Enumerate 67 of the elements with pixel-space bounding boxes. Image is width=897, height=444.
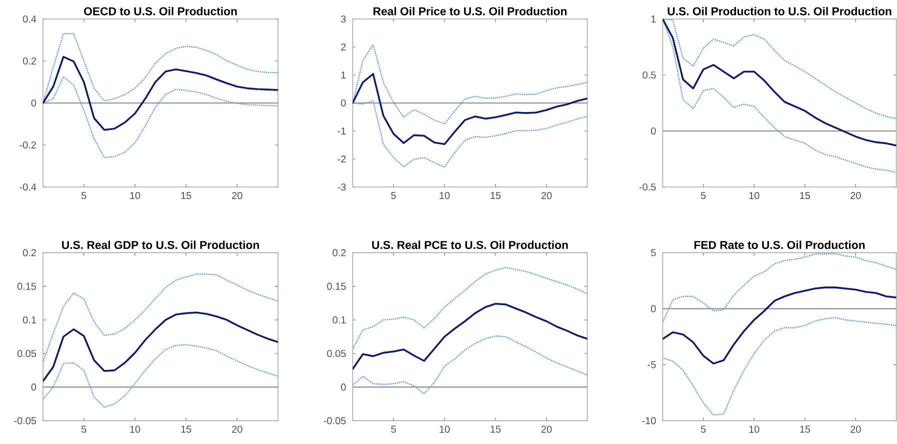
x-tick-label: 20 xyxy=(850,426,861,433)
y-tick-label: 0.1 xyxy=(22,316,36,324)
y-tick-label: -0.05 xyxy=(324,417,346,424)
x-tick-label: 10 xyxy=(440,192,450,200)
line-series xyxy=(43,274,278,363)
x-tick-label: 5 xyxy=(81,192,86,199)
y-tick-label: 0.2 xyxy=(22,249,36,256)
y-tick-label: 0 xyxy=(651,127,656,135)
y-tick-label: 0 xyxy=(341,384,346,391)
x-tick-label: 5 xyxy=(391,426,396,433)
x-tick-label: 5 xyxy=(391,192,396,199)
chart-title: U.S. Oil Production to U.S. Oil Production xyxy=(668,6,892,16)
x-tick-label: 20 xyxy=(541,192,552,200)
y-tick-label: 0.5 xyxy=(642,71,656,79)
x-tick-label: 10 xyxy=(130,426,140,433)
x-tick-label: 20 xyxy=(850,192,861,200)
y-tick-label: -0.4 xyxy=(20,183,36,191)
x-tick-label: 15 xyxy=(181,192,192,199)
chart-title: OECD to U.S. Oil Production xyxy=(84,6,237,16)
x-tick-label: 10 xyxy=(749,426,760,433)
y-tick-label: -10 xyxy=(642,417,656,424)
y-tick-label: 0.05 xyxy=(17,350,36,358)
line-series xyxy=(352,302,588,370)
y-tick-label: 0 xyxy=(31,384,36,391)
y-tick-label: 0.2 xyxy=(332,249,346,256)
y-tick-label: -0.2 xyxy=(20,141,36,149)
x-tick-label: 10 xyxy=(130,192,140,200)
line-series xyxy=(352,72,588,146)
y-tick-label: 0.05 xyxy=(327,350,346,358)
line-series xyxy=(43,56,278,131)
y-tick-label: -0.05 xyxy=(14,417,36,424)
chart-title: U.S. Real PCE to U.S. Oil Production xyxy=(372,240,568,250)
y-tick-label: 3 xyxy=(341,15,346,23)
line-series xyxy=(43,344,278,408)
y-tick-label: 0.15 xyxy=(327,282,346,290)
x-tick-label: 20 xyxy=(232,192,242,200)
y-tick-label: 0.15 xyxy=(17,282,36,290)
y-tick-label: 0.1 xyxy=(332,316,346,324)
x-tick-label: 15 xyxy=(490,426,501,433)
x-tick-label: 15 xyxy=(490,192,501,199)
chart-title: FED Rate to U.S. Oil Production xyxy=(694,240,865,250)
x-tick-label: 20 xyxy=(232,426,242,433)
y-tick-label: -5 xyxy=(648,361,656,368)
x-tick-label: 15 xyxy=(800,192,810,199)
x-tick-label: 5 xyxy=(700,426,706,433)
y-tick-label: 1 xyxy=(341,72,346,78)
y-tick-label: 2 xyxy=(341,44,346,50)
y-tick-label: 0 xyxy=(31,99,36,107)
y-tick-label: -1 xyxy=(338,128,346,134)
y-tick-label: -0.5 xyxy=(639,183,656,191)
y-tick-label: 1 xyxy=(651,16,656,22)
x-tick-label: 5 xyxy=(700,192,706,199)
y-tick-label: 0 xyxy=(651,305,656,312)
y-tick-label: 0.4 xyxy=(22,15,36,23)
chart-title: Real Oil Price to U.S. Oil Production xyxy=(374,6,567,16)
chart-title: U.S. Real GDP to U.S. Oil Production xyxy=(62,240,259,250)
x-tick-label: 5 xyxy=(81,426,86,433)
y-tick-label: -3 xyxy=(338,183,346,191)
x-tick-label: 20 xyxy=(541,426,552,433)
y-tick-label: -2 xyxy=(338,156,346,162)
y-tick-label: 0.2 xyxy=(22,57,36,65)
x-tick-label: 15 xyxy=(800,426,810,433)
y-tick-label: 0 xyxy=(341,99,346,107)
y-tick-label: 5 xyxy=(651,249,656,256)
x-tick-label: 10 xyxy=(440,426,450,433)
x-tick-label: 15 xyxy=(181,426,192,433)
x-tick-label: 10 xyxy=(749,192,760,200)
